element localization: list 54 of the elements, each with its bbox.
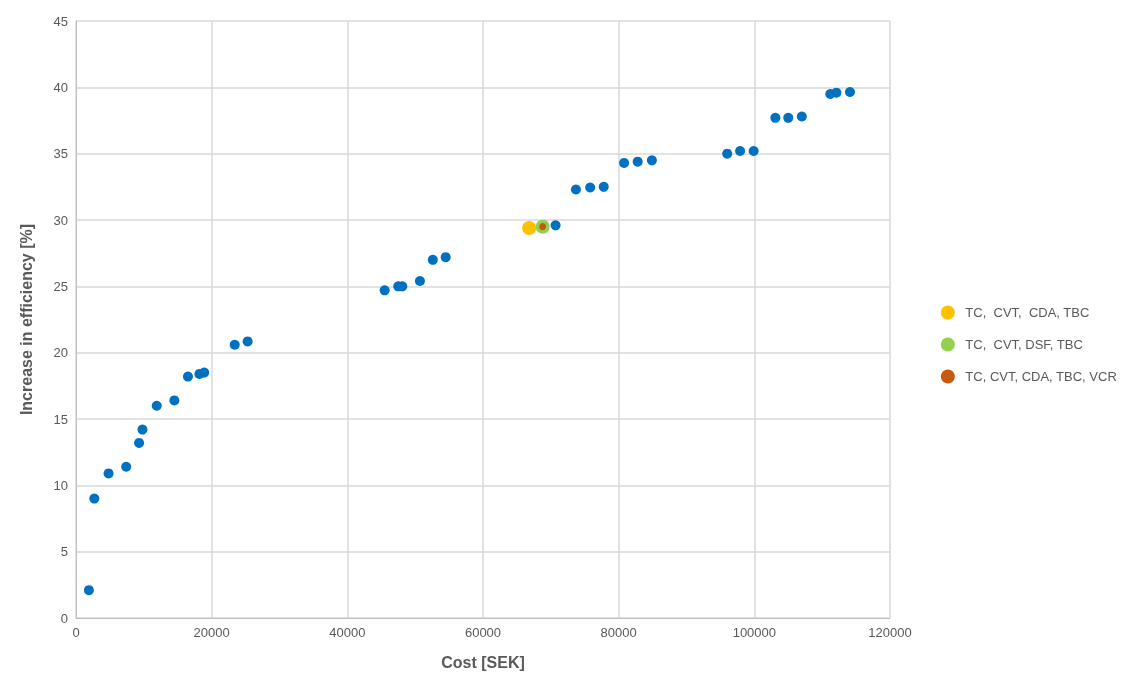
point <box>199 367 210 378</box>
point <box>748 146 759 157</box>
point <box>844 86 855 97</box>
y-tick-label: 10 <box>53 477 68 493</box>
x-tick-label: 0 <box>72 625 80 640</box>
point <box>735 146 746 157</box>
point <box>796 111 807 122</box>
point <box>182 371 193 382</box>
point <box>570 184 581 195</box>
point <box>619 157 630 168</box>
y-tick-label: 25 <box>53 278 68 294</box>
point <box>103 468 114 479</box>
point <box>783 112 794 123</box>
point <box>137 424 148 435</box>
y-tick-label: 35 <box>53 146 68 162</box>
y-tick-label: 0 <box>60 610 68 626</box>
y-tick-label: 20 <box>53 345 68 361</box>
point <box>831 87 842 98</box>
point <box>550 220 561 231</box>
y-tick-label: 40 <box>53 79 68 95</box>
y-tick-label: 30 <box>53 212 68 228</box>
point <box>121 461 132 472</box>
point <box>440 252 451 263</box>
point <box>522 220 537 235</box>
point <box>151 400 162 411</box>
point <box>646 155 657 166</box>
point <box>169 395 180 406</box>
x-tick-label: 100000 <box>732 625 777 640</box>
point <box>414 276 425 287</box>
y-axis-title: Increase in efficiency [%] <box>17 223 35 416</box>
point <box>379 285 390 296</box>
legend-label: TC, CVT, CDA, TBC <box>965 305 1090 320</box>
legend-label: TC, CVT, CDA, TBC, VCR <box>965 369 1117 384</box>
point <box>770 112 781 123</box>
x-tick-label: 60000 <box>464 625 502 640</box>
point <box>632 156 643 167</box>
point <box>83 585 94 596</box>
x-tick-label: 80000 <box>600 625 637 640</box>
y-tick-label: 15 <box>53 411 68 427</box>
point <box>427 254 438 265</box>
y-tick-label: 5 <box>60 544 68 560</box>
x-axis-title: Cost [SEK] <box>441 653 525 671</box>
y-tick-label: 45 <box>53 13 68 29</box>
point <box>229 339 240 350</box>
x-tick-label: 20000 <box>193 625 230 640</box>
x-tick-label: 40000 <box>329 625 366 640</box>
point <box>585 182 596 193</box>
point <box>242 336 253 347</box>
legend-label: TC, CVT, DSF, TBC <box>965 337 1083 352</box>
point <box>722 148 733 159</box>
x-tick-label: 120000 <box>868 625 912 640</box>
point <box>598 181 609 192</box>
point <box>89 493 100 504</box>
point <box>134 437 145 448</box>
